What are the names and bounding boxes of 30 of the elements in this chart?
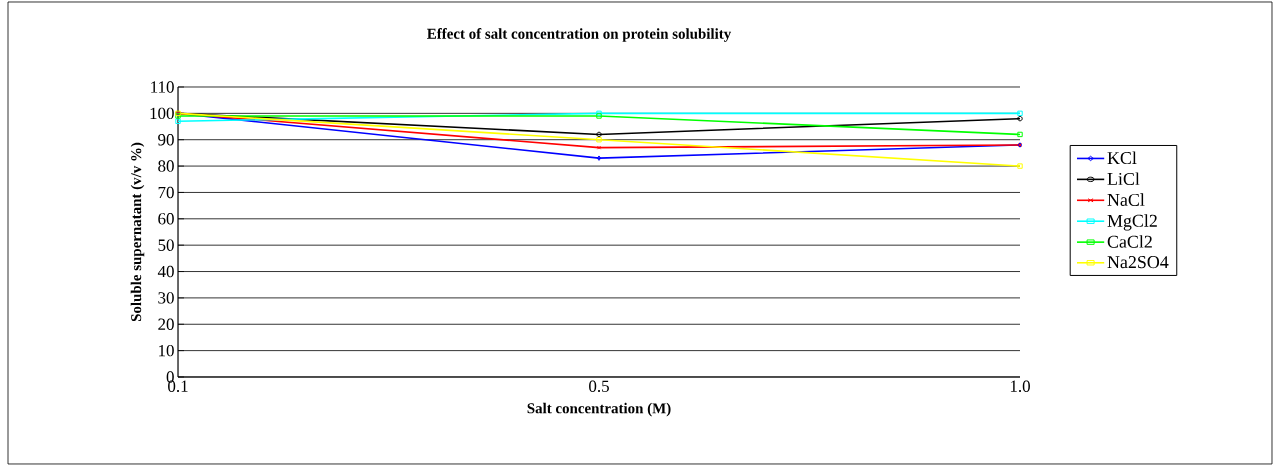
legend-label: NaCl bbox=[1107, 193, 1145, 206]
point bbox=[596, 145, 602, 150]
point bbox=[596, 155, 602, 161]
x-tick-label: 0.5 bbox=[589, 380, 609, 392]
y-tick-label: 80 bbox=[158, 160, 174, 172]
point bbox=[1017, 163, 1023, 169]
x-axis-title: Salt concentration (M) bbox=[527, 402, 671, 417]
y-tick-label: 100 bbox=[150, 107, 174, 120]
x-tick-label: 1.0 bbox=[1010, 380, 1030, 392]
point bbox=[175, 118, 181, 124]
legend-label: MgCl2 bbox=[1107, 214, 1157, 231]
y-tick-label: 60 bbox=[158, 213, 174, 225]
y-tick-label: 70 bbox=[158, 186, 174, 199]
y-tick-label: 110 bbox=[151, 81, 174, 93]
y-tick-label: 50 bbox=[158, 239, 174, 251]
y-tick-label: 10 bbox=[159, 344, 174, 357]
y-tick-label: 40 bbox=[157, 265, 174, 278]
point bbox=[1017, 110, 1023, 117]
chart-title: Effect of salt concentration on protein solubility bbox=[427, 28, 732, 42]
point bbox=[596, 137, 602, 143]
legend-label: LiCl bbox=[1107, 172, 1140, 186]
y-tick-label: 90 bbox=[158, 134, 174, 146]
point bbox=[596, 131, 602, 138]
point bbox=[1017, 131, 1023, 138]
y-tick-label: 20 bbox=[158, 318, 174, 330]
legend-label: Na2SO4 bbox=[1107, 256, 1169, 269]
legend-label: KCl bbox=[1107, 151, 1137, 165]
legend-label: CaCl2 bbox=[1107, 235, 1152, 248]
y-tick-label: 30 bbox=[158, 292, 174, 304]
y-axis-title: Soluble supernatant (v/v %) bbox=[130, 142, 145, 322]
